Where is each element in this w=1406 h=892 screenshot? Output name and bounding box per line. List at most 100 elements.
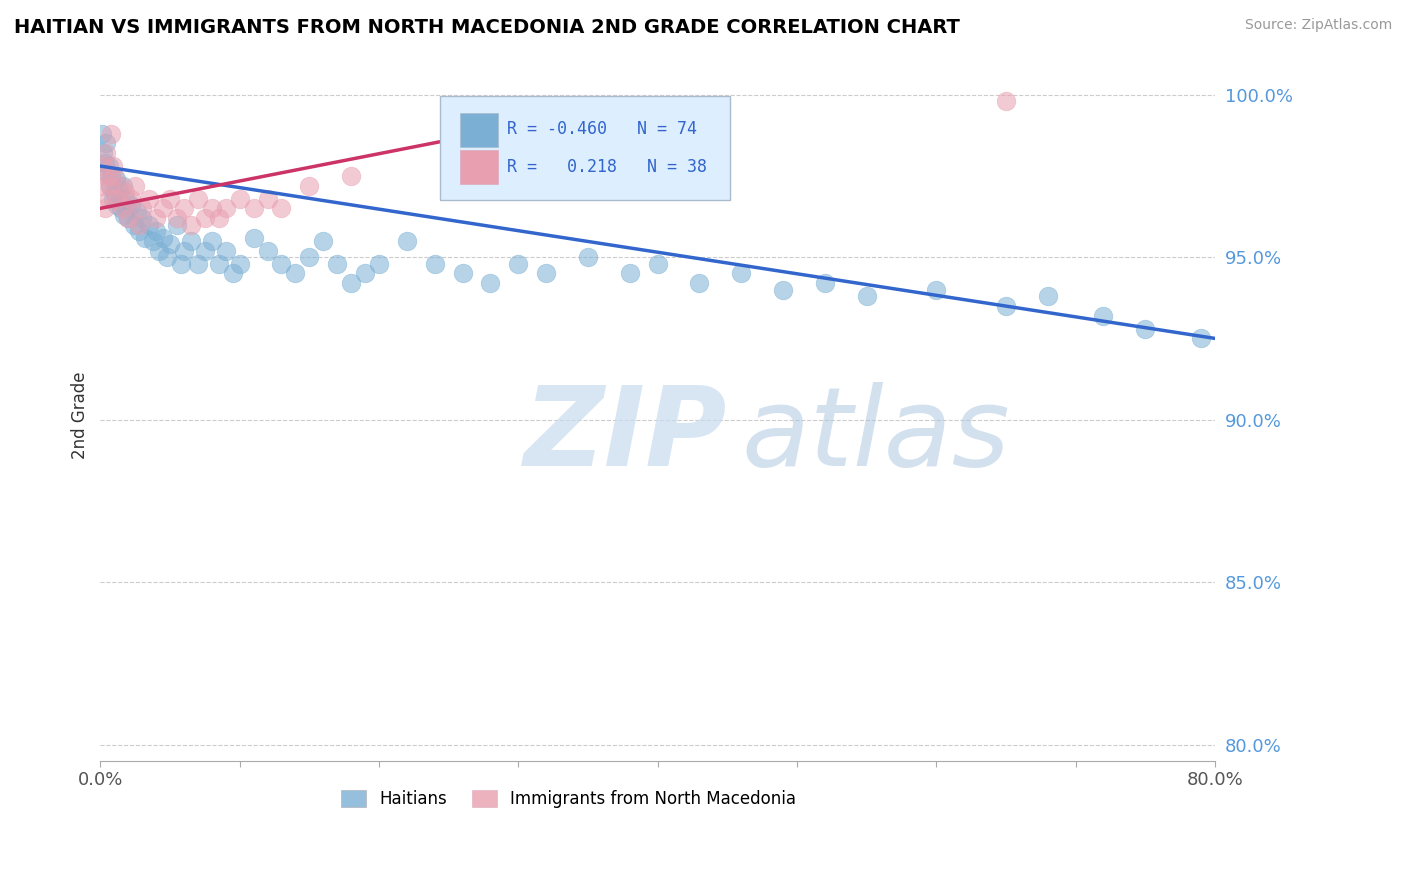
Point bbox=[994, 94, 1017, 108]
Point bbox=[256, 244, 278, 258]
Point bbox=[508, 257, 530, 271]
Point bbox=[108, 178, 131, 193]
Point bbox=[194, 244, 217, 258]
Point bbox=[142, 234, 165, 248]
Point bbox=[256, 192, 278, 206]
Point bbox=[170, 257, 193, 271]
Point bbox=[100, 169, 122, 183]
Point bbox=[105, 192, 128, 206]
Point bbox=[117, 211, 139, 225]
Point bbox=[208, 211, 231, 225]
Point bbox=[925, 283, 948, 297]
Point bbox=[1189, 331, 1212, 345]
Point bbox=[90, 127, 112, 141]
Point bbox=[96, 169, 118, 183]
Point bbox=[97, 159, 120, 173]
Point bbox=[97, 192, 120, 206]
Point bbox=[340, 276, 363, 290]
Point bbox=[619, 266, 641, 280]
Point bbox=[173, 202, 195, 216]
Point bbox=[90, 178, 112, 193]
Point bbox=[222, 266, 245, 280]
Point bbox=[120, 198, 142, 212]
Point bbox=[111, 202, 134, 216]
Point bbox=[187, 257, 209, 271]
Legend: Haitians, Immigrants from North Macedonia: Haitians, Immigrants from North Macedoni… bbox=[335, 783, 803, 815]
Point bbox=[479, 276, 502, 290]
Point bbox=[814, 276, 837, 290]
Point bbox=[108, 192, 131, 206]
Point bbox=[104, 172, 127, 186]
Point bbox=[270, 257, 292, 271]
Point bbox=[115, 202, 138, 216]
Point bbox=[98, 178, 121, 193]
Point bbox=[125, 204, 148, 219]
Point bbox=[112, 208, 135, 222]
Point bbox=[91, 159, 114, 173]
Point bbox=[145, 224, 167, 238]
Point bbox=[156, 250, 179, 264]
Point bbox=[312, 234, 335, 248]
Point bbox=[91, 146, 114, 161]
Point bbox=[354, 266, 377, 280]
Point bbox=[94, 146, 117, 161]
Point bbox=[215, 244, 238, 258]
Point bbox=[114, 185, 136, 199]
Point bbox=[242, 202, 264, 216]
Point bbox=[124, 178, 146, 193]
Point bbox=[772, 283, 794, 297]
Point bbox=[145, 211, 167, 225]
Point bbox=[98, 178, 121, 193]
Point bbox=[855, 289, 877, 303]
Point bbox=[576, 250, 599, 264]
Text: R =   0.218   N = 38: R = 0.218 N = 38 bbox=[508, 158, 707, 176]
Point bbox=[166, 218, 188, 232]
Point bbox=[194, 211, 217, 225]
Point bbox=[122, 218, 145, 232]
Point bbox=[111, 178, 134, 193]
Point bbox=[201, 202, 224, 216]
Point bbox=[730, 266, 752, 280]
Point bbox=[101, 192, 124, 206]
Point bbox=[131, 211, 153, 225]
Point bbox=[242, 230, 264, 244]
Text: R = -0.460   N = 74: R = -0.460 N = 74 bbox=[508, 120, 697, 137]
Point bbox=[647, 257, 669, 271]
Text: atlas: atlas bbox=[741, 382, 1010, 489]
Point bbox=[994, 299, 1017, 313]
Point bbox=[152, 202, 174, 216]
Point bbox=[173, 244, 195, 258]
Point bbox=[187, 192, 209, 206]
Point bbox=[228, 192, 250, 206]
Point bbox=[101, 159, 124, 173]
Point bbox=[103, 185, 125, 199]
Text: ZIP: ZIP bbox=[524, 382, 727, 489]
Point bbox=[100, 127, 122, 141]
Point bbox=[1092, 309, 1115, 323]
Point bbox=[134, 230, 156, 244]
Point bbox=[131, 202, 153, 216]
Point bbox=[166, 211, 188, 225]
Point bbox=[395, 234, 418, 248]
Point bbox=[93, 202, 115, 216]
Text: Source: ZipAtlas.com: Source: ZipAtlas.com bbox=[1244, 18, 1392, 32]
Point bbox=[94, 136, 117, 151]
Point bbox=[228, 257, 250, 271]
Point bbox=[326, 257, 349, 271]
Point bbox=[107, 182, 129, 196]
Y-axis label: 2nd Grade: 2nd Grade bbox=[72, 371, 89, 458]
Point bbox=[284, 266, 307, 280]
Point bbox=[159, 192, 181, 206]
Text: HAITIAN VS IMMIGRANTS FROM NORTH MACEDONIA 2ND GRADE CORRELATION CHART: HAITIAN VS IMMIGRANTS FROM NORTH MACEDON… bbox=[14, 18, 960, 37]
Point bbox=[208, 257, 231, 271]
Point bbox=[368, 257, 391, 271]
Point bbox=[1135, 321, 1157, 335]
Point bbox=[423, 257, 446, 271]
Point bbox=[451, 266, 474, 280]
Point bbox=[340, 169, 363, 183]
Point bbox=[138, 192, 160, 206]
Point bbox=[215, 202, 238, 216]
Point bbox=[180, 234, 202, 248]
Point bbox=[114, 192, 136, 206]
Point bbox=[148, 244, 170, 258]
